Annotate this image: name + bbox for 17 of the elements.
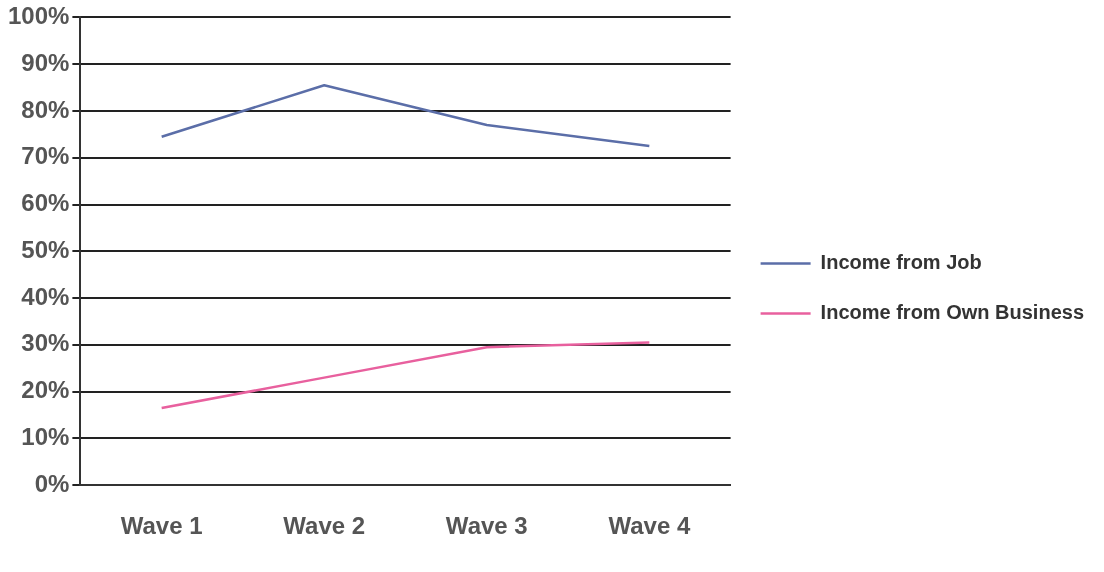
x-tick-label: Wave 2 [283, 512, 366, 540]
y-tick-label: 30% [21, 329, 70, 357]
y-tick-label: 20% [21, 376, 70, 404]
y-tick-label: 10% [21, 423, 70, 451]
legend-label: Income from Job [820, 251, 982, 274]
y-tick-label: 70% [21, 142, 70, 170]
y-tick-label: 0% [34, 469, 70, 497]
x-tick-label: Wave 3 [445, 512, 528, 540]
y-tick-label: 60% [21, 189, 70, 217]
y-tick-label: 90% [21, 48, 70, 76]
legend-label: Income from Own Business [820, 301, 1084, 324]
y-tick-label: 50% [21, 235, 70, 263]
x-tick-label: Wave 1 [120, 512, 203, 540]
y-tick-label: 40% [21, 282, 70, 310]
y-tick-label: 100% [7, 2, 70, 30]
y-tick-label: 80% [21, 95, 70, 123]
x-tick-label: Wave 4 [608, 512, 691, 540]
